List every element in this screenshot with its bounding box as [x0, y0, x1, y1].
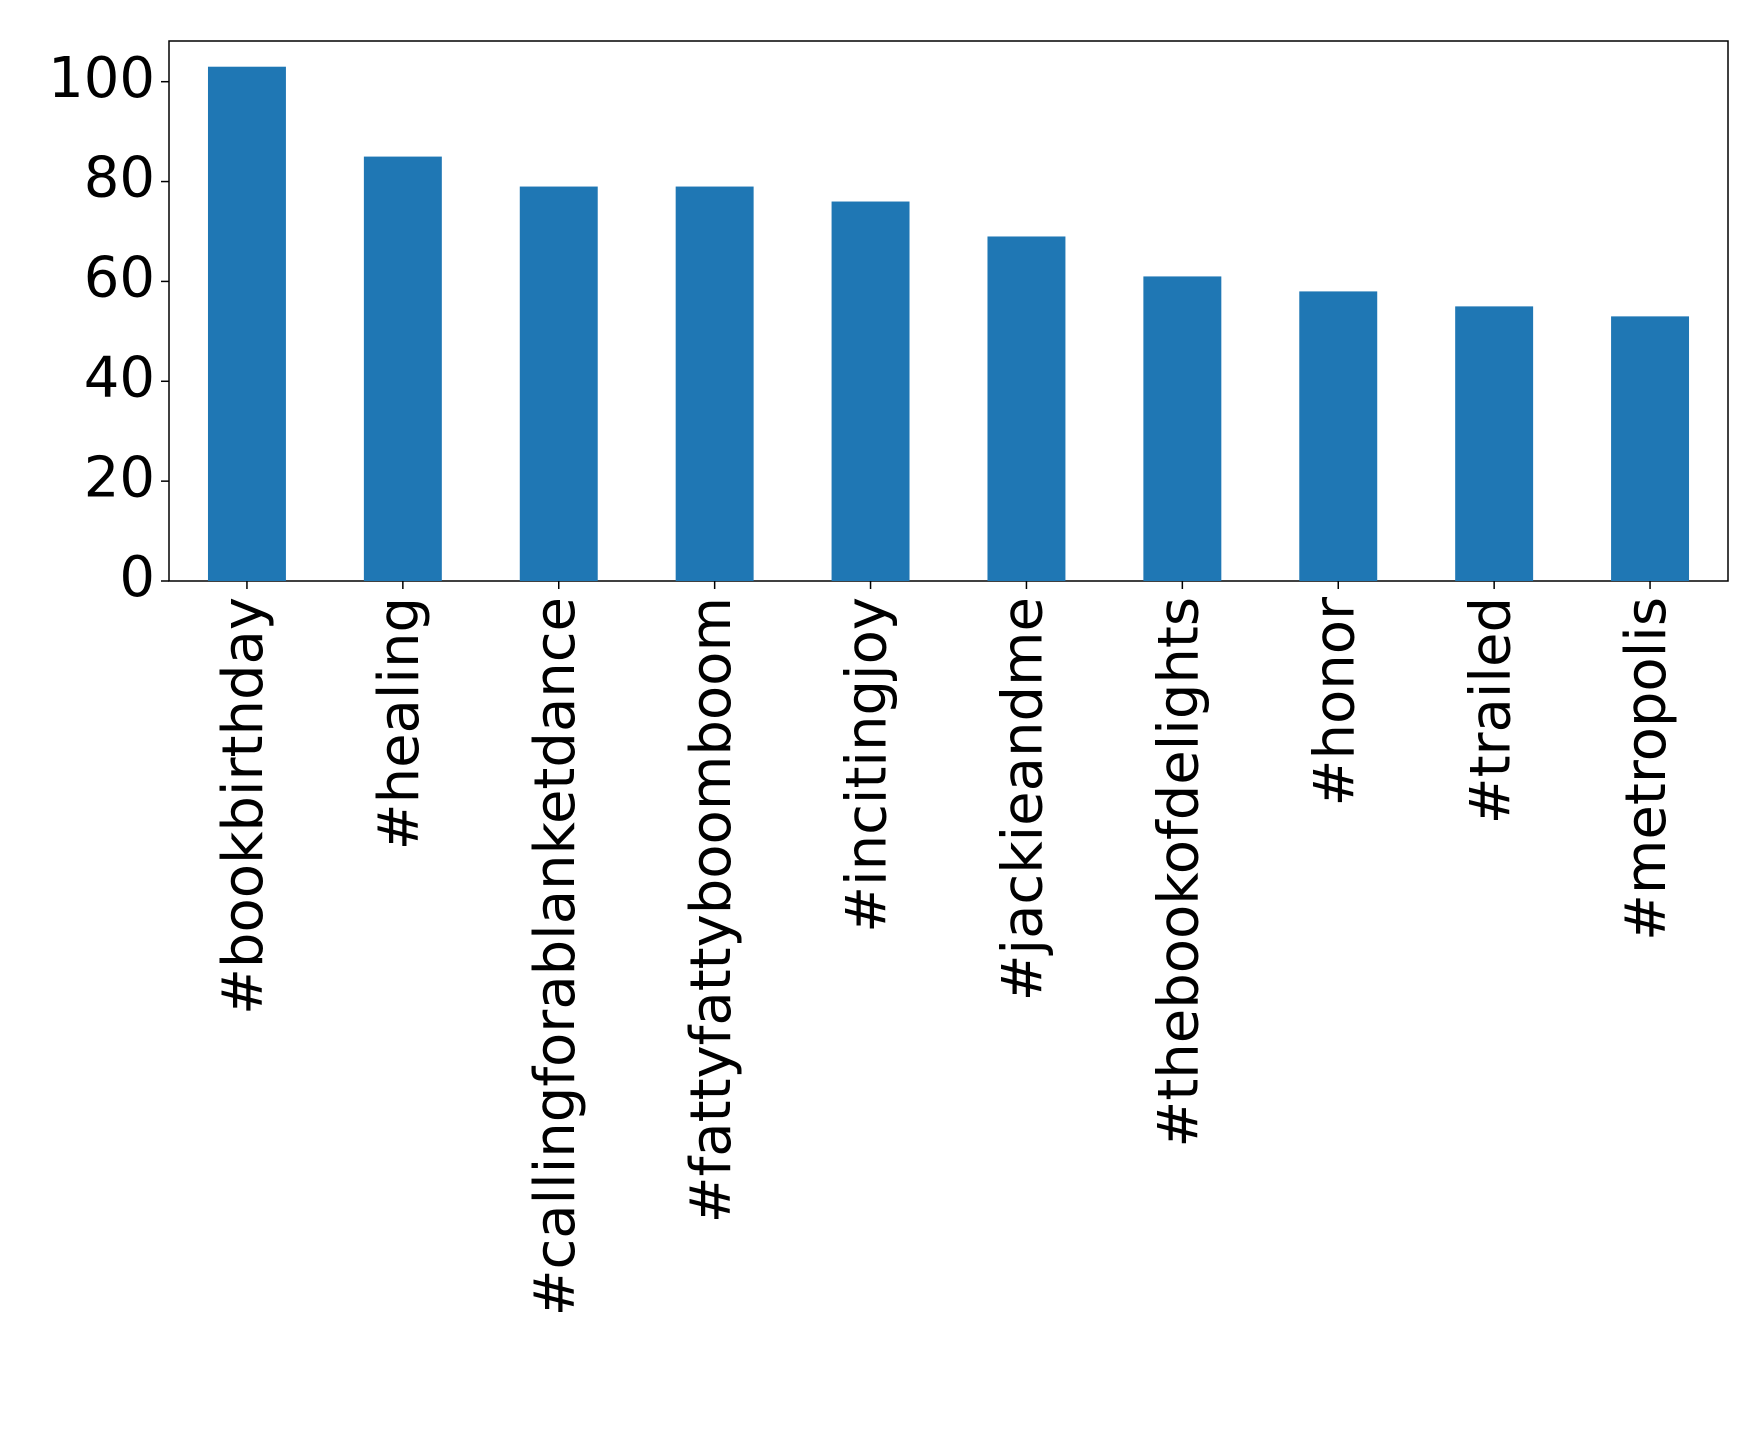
- x-tick-label: #bookbirthday: [211, 597, 276, 1015]
- x-tick-label: #incitingjoy: [835, 597, 900, 933]
- bar: [363, 156, 442, 581]
- y-tick-label: 100: [48, 46, 155, 111]
- bar: [831, 201, 910, 581]
- y-tick-label: 60: [84, 246, 155, 311]
- y-tick-label: 40: [84, 345, 155, 410]
- x-tick-label: #callingforablanketdance: [523, 597, 588, 1316]
- bar: [519, 186, 598, 581]
- y-tick-label: 0: [119, 545, 155, 610]
- y-tick-label: 80: [84, 146, 155, 211]
- axes-frame: [168, 40, 1729, 582]
- bar: [987, 236, 1066, 581]
- x-tick-label: #trailed: [1458, 597, 1523, 824]
- x-tick-label: #thebookofdelights: [1146, 597, 1211, 1148]
- y-tick-label: 20: [84, 445, 155, 510]
- bar: [675, 186, 754, 581]
- bar: [207, 66, 286, 581]
- x-tick-label: #honor: [1302, 596, 1367, 806]
- x-tick-label: #healing: [367, 597, 432, 850]
- bar: [1143, 276, 1222, 581]
- bar: [1299, 291, 1378, 581]
- x-tick-label: #jackieandme: [991, 597, 1056, 1001]
- bar: [1611, 316, 1690, 581]
- x-tick-label: #metropolis: [1614, 597, 1679, 941]
- bar: [1455, 306, 1534, 581]
- x-tick-label: #fattyfattyboomboom: [679, 597, 744, 1223]
